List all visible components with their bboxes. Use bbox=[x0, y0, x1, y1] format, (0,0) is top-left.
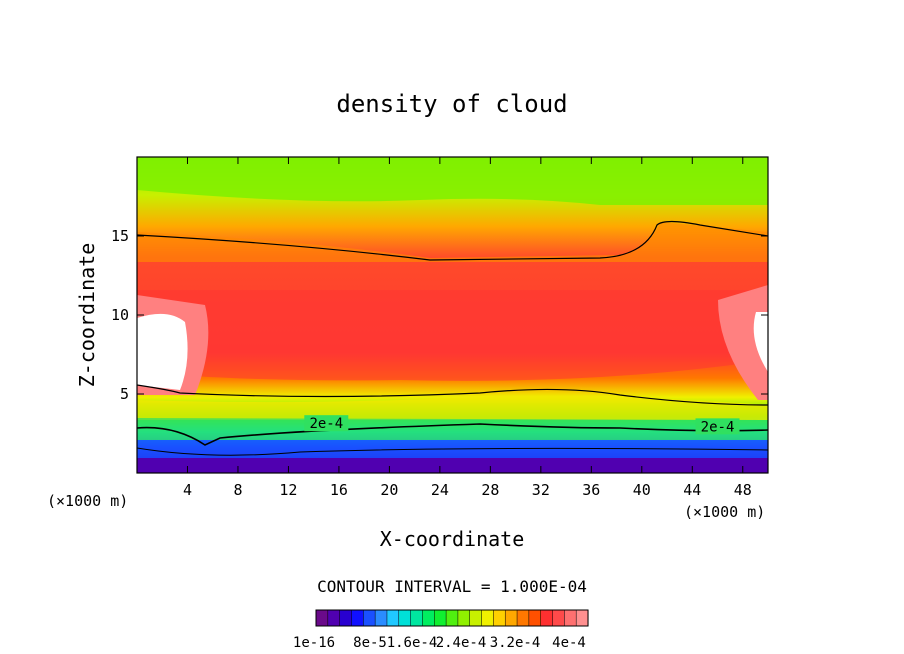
x-tick-label: 36 bbox=[582, 481, 600, 499]
x-tick-label: 40 bbox=[633, 481, 651, 499]
contour-label-bg bbox=[695, 418, 740, 435]
contour-label-bg bbox=[304, 415, 349, 432]
y-tick-label: 5 bbox=[120, 385, 129, 403]
x-axis-ticks: 4 8 12 16 20 24 28 32 36 40 44 48 bbox=[183, 157, 752, 499]
white-left-gap bbox=[137, 313, 188, 390]
colorbar-swatch bbox=[469, 609, 483, 627]
colorbar-swatch bbox=[445, 609, 459, 627]
upper-green-band bbox=[137, 157, 768, 205]
colorbar-swatch bbox=[504, 609, 518, 627]
bottom-violet bbox=[137, 458, 768, 473]
colorbar-swatch bbox=[363, 609, 376, 627]
lower-green bbox=[137, 418, 768, 440]
colorbar-label: 2.4e-4 bbox=[436, 635, 487, 651]
y-axis-label: Z-coordinate bbox=[75, 243, 99, 388]
colorbar-swatch bbox=[516, 609, 530, 627]
colorbar-frame bbox=[315, 609, 589, 627]
x-axis-label: X-coordinate bbox=[380, 527, 525, 551]
x-tick-label: 12 bbox=[279, 481, 297, 499]
colorbar-labels: 1e-16 8e-5 1.6e-42.4e-4 3.2e-4 4e-4 bbox=[293, 635, 586, 651]
x-tick-label: 28 bbox=[481, 481, 499, 499]
colorbar-label: 1.6e-4 bbox=[387, 635, 438, 651]
colorbar bbox=[315, 609, 589, 627]
colorbar-swatch bbox=[457, 609, 471, 627]
x-tick-label: 24 bbox=[431, 481, 449, 499]
contour-label: 2e-4 bbox=[701, 419, 735, 435]
y-tick-label: 10 bbox=[111, 306, 129, 324]
red-core bbox=[137, 290, 768, 381]
contour-line-mid bbox=[137, 384, 768, 406]
colorbar-swatch bbox=[339, 609, 353, 627]
contour-line-2e-4 bbox=[137, 423, 768, 446]
colorbar-swatch bbox=[528, 609, 542, 627]
y-tick-label: 15 bbox=[111, 227, 129, 245]
orange-band bbox=[137, 222, 768, 262]
colorbar-swatch bbox=[410, 609, 423, 627]
colorbar-swatch bbox=[374, 609, 388, 627]
x-tick-label: 48 bbox=[734, 481, 752, 499]
colorbar-swatch bbox=[351, 609, 364, 627]
x-tick-label: 32 bbox=[532, 481, 550, 499]
plot-area bbox=[137, 157, 768, 473]
contour-line-top bbox=[137, 220, 768, 261]
colorbar-label: 1e-16 bbox=[293, 635, 335, 651]
chart-title: density of cloud bbox=[336, 90, 567, 118]
x-tick-label: 20 bbox=[380, 481, 398, 499]
colorbar-swatch bbox=[386, 609, 400, 627]
x-unit-label: (×1000 m) bbox=[684, 503, 765, 521]
lower-blue bbox=[137, 440, 768, 460]
y-axis-ticks: 5 10 15 bbox=[111, 227, 768, 403]
colorbar-swatch bbox=[398, 609, 412, 627]
contour-line-low bbox=[137, 447, 768, 456]
x-tick-label: 4 bbox=[183, 481, 192, 499]
colorbar-swatch bbox=[540, 609, 554, 627]
colorbar-swatch bbox=[327, 609, 341, 627]
colorbar-label: 8e-5 bbox=[353, 635, 387, 651]
x-tick-label: 16 bbox=[330, 481, 348, 499]
colorbar-swatch bbox=[434, 609, 447, 627]
contour-labels: 2e-4 2e-4 bbox=[304, 415, 740, 435]
contour-interval: CONTOUR INTERVAL = 1.000E-04 bbox=[317, 577, 587, 596]
colorbar-swatch bbox=[552, 609, 565, 627]
lower-yellow bbox=[137, 396, 768, 420]
colorbar-label: 4e-4 bbox=[552, 635, 586, 651]
x-tick-label: 44 bbox=[683, 481, 701, 499]
colorbar-swatch bbox=[575, 609, 589, 627]
x-tick-label: 8 bbox=[233, 481, 242, 499]
colorbar-swatch bbox=[315, 609, 329, 627]
colorbar-label: 3.2e-4 bbox=[490, 635, 541, 651]
pink-right bbox=[718, 285, 768, 400]
colorbar-swatch bbox=[481, 609, 494, 627]
colorbar-swatch bbox=[564, 609, 577, 627]
white-right-gap bbox=[753, 312, 768, 372]
contour-label: 2e-4 bbox=[309, 416, 343, 432]
z-unit-label: (×1000 m) bbox=[47, 492, 128, 510]
colorbar-swatch bbox=[422, 609, 435, 627]
colorbar-swatch bbox=[493, 609, 506, 627]
